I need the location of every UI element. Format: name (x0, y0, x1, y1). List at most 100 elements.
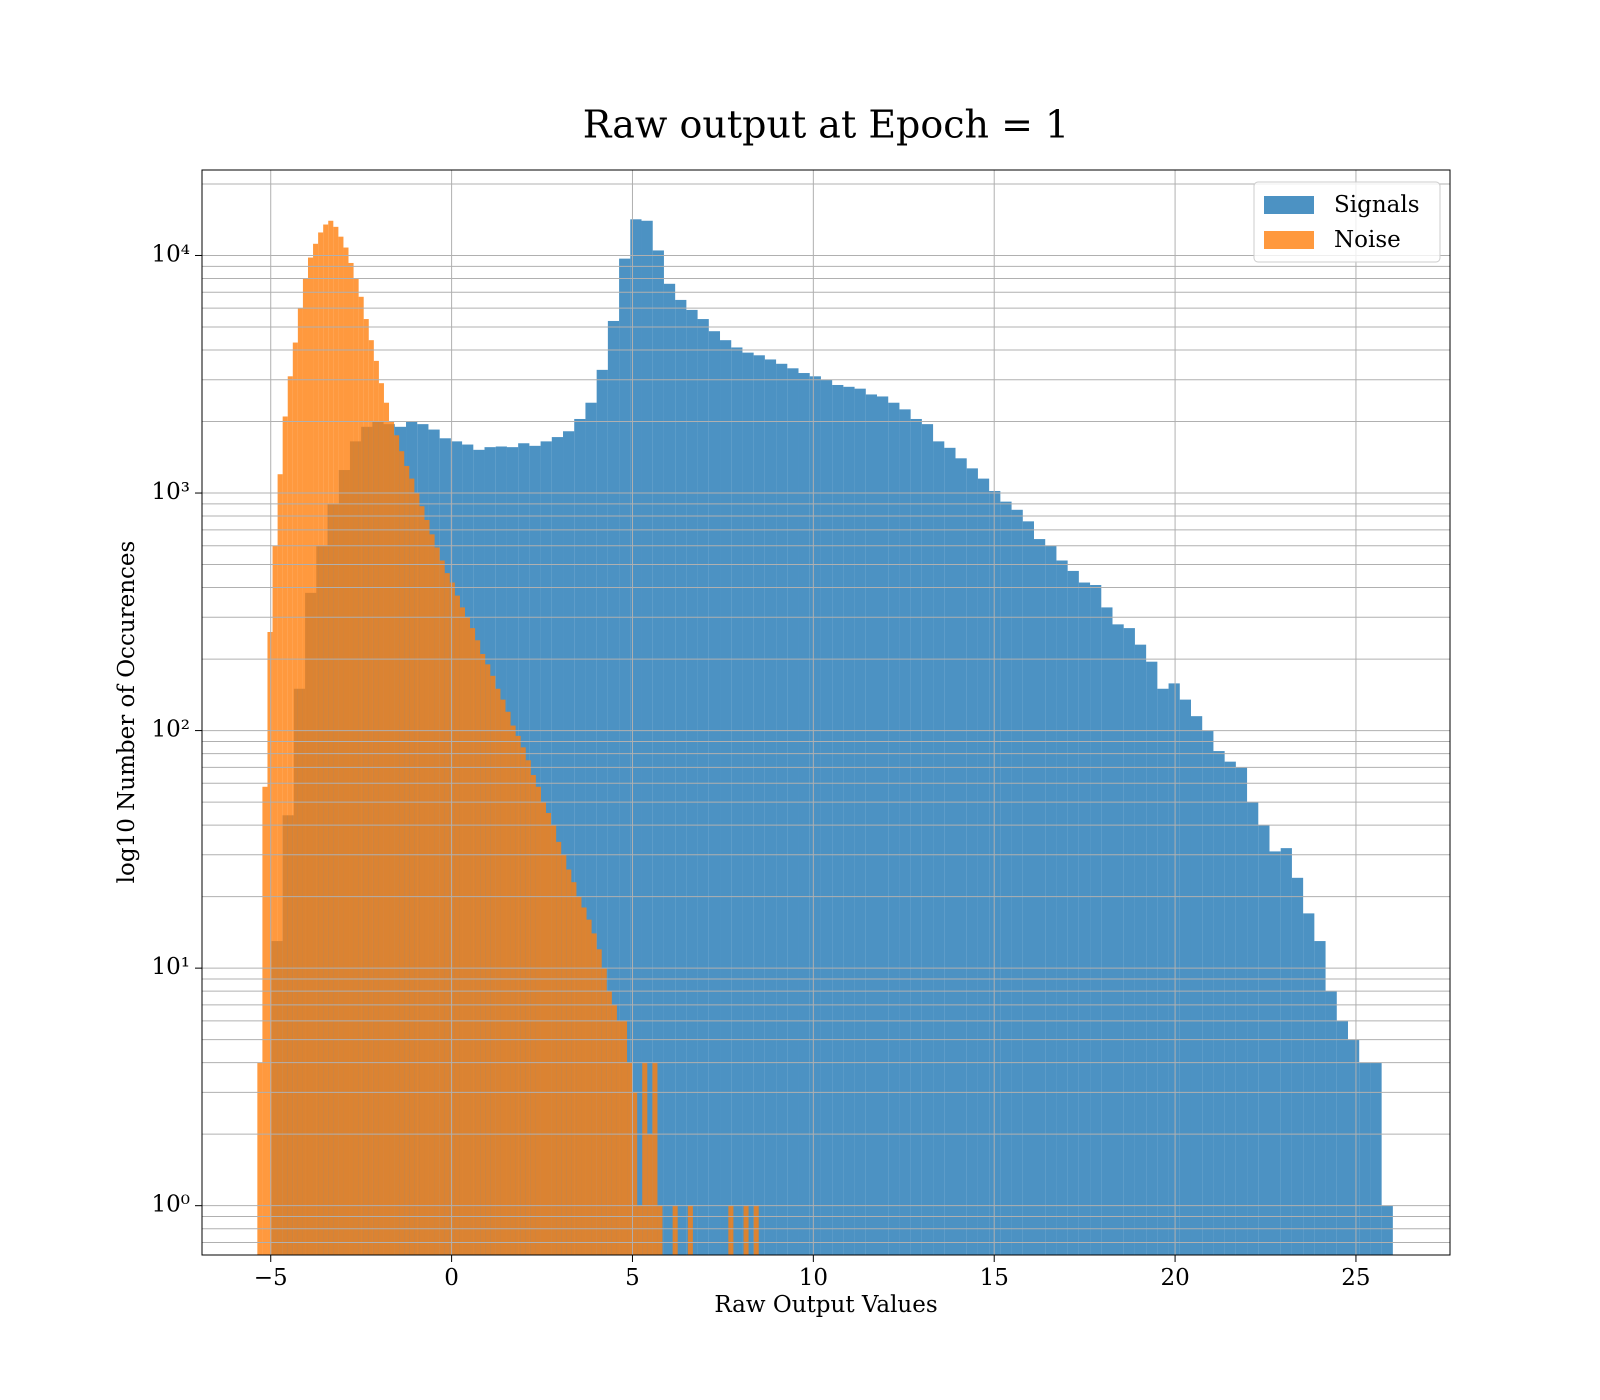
histogram-bar (292, 342, 298, 1255)
histogram-bar (1370, 1062, 1382, 1255)
histogram-bar (373, 360, 379, 1256)
histogram-bar (363, 319, 369, 1255)
histogram-bar (697, 319, 709, 1255)
histogram-bar (1336, 1020, 1348, 1255)
histogram-bar (576, 896, 582, 1255)
y-tick-label: 10¹ (152, 954, 191, 980)
histogram-bar (1056, 560, 1068, 1255)
histogram-bar (606, 991, 612, 1255)
histogram-bar (743, 1205, 749, 1255)
histogram-bar (399, 451, 405, 1255)
histogram-bar (601, 968, 607, 1255)
histogram-bar (287, 376, 293, 1256)
histogram-bar (272, 545, 278, 1255)
histogram-bar (343, 247, 349, 1255)
y-tick-label: 10⁰ (152, 1192, 191, 1218)
histogram-bar (708, 331, 721, 1255)
histogram-bar (621, 1020, 628, 1255)
histogram-bar (787, 368, 799, 1256)
plot-frame (201, 169, 1451, 1256)
histogram-bar (630, 219, 642, 1256)
legend-swatch (1264, 196, 1314, 214)
histogram-bar (1146, 661, 1158, 1255)
histogram-bar (776, 363, 788, 1255)
legend-label: Noise (1334, 227, 1401, 253)
histogram-bar (563, 431, 575, 1255)
histogram-bar (663, 283, 676, 1255)
x-tick-label: 20 (1160, 1265, 1189, 1291)
histogram-bar (389, 421, 395, 1255)
histogram-bar (1168, 683, 1180, 1255)
histogram-bar (338, 236, 344, 1255)
legend-label: Signals (1334, 192, 1420, 218)
histogram-bar (520, 747, 526, 1255)
histogram-bar (571, 882, 577, 1255)
histogram-bar (798, 373, 810, 1255)
histogram-bar (888, 402, 900, 1255)
histogram-bar (475, 640, 481, 1255)
histogram-bar (429, 534, 435, 1255)
histogram-bar (1112, 624, 1124, 1255)
histogram-bar (505, 711, 511, 1255)
histogram-bar (989, 490, 1001, 1255)
histogram-bar (1280, 848, 1292, 1255)
y-tick-label: 10² (152, 717, 191, 743)
histogram-bar (1381, 1205, 1393, 1255)
histogram-bar (675, 299, 687, 1256)
histogram-bar (657, 1205, 663, 1255)
histogram-bar (843, 386, 855, 1256)
x-tick-label: 15 (980, 1265, 1009, 1291)
histogram-bar (358, 296, 364, 1255)
histogram-bar (267, 632, 273, 1255)
histogram-bar (378, 383, 384, 1255)
histogram-bar (414, 493, 420, 1255)
histogram-bar (1190, 716, 1203, 1255)
histogram-bar (585, 402, 597, 1255)
histogram-bar (530, 775, 536, 1255)
histogram-bar (1011, 509, 1023, 1255)
histogram-bar (652, 250, 664, 1255)
histogram-bar (1179, 699, 1191, 1255)
histogram-bar (1314, 941, 1326, 1255)
histogram-bar (809, 376, 821, 1256)
histogram-bar (637, 1205, 643, 1255)
histogram-bar (955, 458, 967, 1255)
histogram-bar (921, 424, 934, 1255)
histogram-bar (977, 478, 990, 1255)
histogram-bar (687, 1205, 693, 1255)
histogram-bar (616, 1020, 622, 1255)
histogram-bar (495, 688, 501, 1255)
histogram-bar (515, 735, 521, 1255)
histogram-bar (944, 447, 956, 1255)
histogram-bar (383, 402, 390, 1255)
histogram-bar (1101, 607, 1113, 1255)
histogram-bar (490, 675, 496, 1255)
histogram-bar (966, 468, 978, 1256)
histogram-bar (297, 308, 303, 1255)
histogram-bar (933, 441, 945, 1255)
y-tick-label: 10⁴ (152, 241, 191, 267)
x-tick-label: −5 (254, 1265, 288, 1291)
histogram-bar (277, 474, 283, 1255)
histogram-bar (910, 418, 922, 1255)
histogram-bar (1303, 913, 1315, 1255)
x-tick-label: 0 (444, 1265, 459, 1291)
histogram-bar (627, 1062, 633, 1255)
histogram-bar (419, 506, 425, 1255)
histogram-bar (596, 949, 602, 1255)
histogram-bar (368, 340, 374, 1255)
histogram-bar (581, 907, 587, 1255)
histogram-bar (742, 352, 754, 1255)
x-tick-label: 5 (625, 1265, 640, 1291)
histogram-bar (439, 560, 445, 1255)
legend-swatch (1264, 231, 1314, 249)
x-tick-label: 25 (1341, 1265, 1370, 1291)
histogram-bar (459, 607, 465, 1255)
histogram-bar (731, 347, 743, 1255)
x-tick-label: 10 (799, 1265, 828, 1291)
histogram-bar (641, 220, 653, 1256)
histogram-bar (1134, 644, 1147, 1255)
histogram-bar (302, 278, 308, 1256)
